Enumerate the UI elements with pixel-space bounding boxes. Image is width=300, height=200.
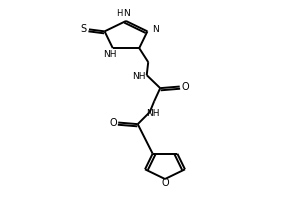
Text: N: N <box>152 25 159 34</box>
Text: NH: NH <box>103 50 116 59</box>
Text: H: H <box>116 8 123 18</box>
Text: NH: NH <box>146 109 160 118</box>
Text: O: O <box>162 178 170 188</box>
Text: S: S <box>80 24 87 34</box>
Text: N: N <box>123 8 129 18</box>
Text: O: O <box>109 118 117 128</box>
Text: O: O <box>181 82 189 92</box>
Text: NH: NH <box>133 72 146 81</box>
